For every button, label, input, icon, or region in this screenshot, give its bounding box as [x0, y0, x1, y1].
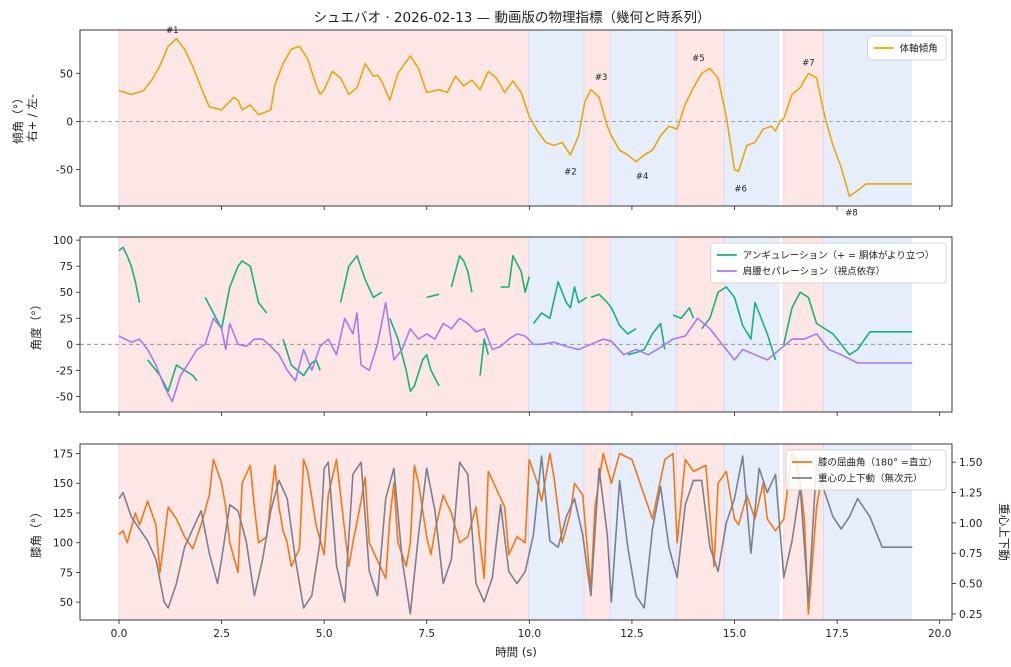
series-line-1: [389, 318, 440, 393]
panel-angles: -50 -25 0 25 50 75 100 角度（°） アンギュレーション（+ = 胴体がより…: [29, 235, 953, 416]
event-label: #3: [595, 73, 608, 83]
panel-tilt: #1 #2 #3 #4 #5 #6 #7 #8 -50 0 50 傾角（°） 右+ / 左- 体軸傾角: [11, 26, 953, 219]
series-line-1: [701, 286, 777, 361]
series-line-1: [479, 338, 490, 376]
series-line-1: [532, 280, 588, 324]
plot-frame: [79, 236, 953, 413]
y-right-tick-label: 1.50: [959, 457, 982, 469]
y-tick-label: 175: [53, 449, 73, 461]
series-line-2: [118, 455, 913, 615]
phase-band-red: [676, 30, 725, 206]
y-tick-label: 50: [60, 68, 73, 80]
series-line-2: [118, 301, 913, 403]
y-tick-label: -25: [56, 365, 73, 377]
x-tick-label: 0.0: [111, 628, 128, 640]
y-right-tick-label: 1.00: [959, 518, 982, 530]
y-axis-label: 膝角（°）: [29, 506, 43, 558]
phase-band-red: [583, 237, 611, 412]
y-tick-label: 125: [53, 508, 73, 520]
legend-label: 膝の屈曲角（180° =直立）: [818, 457, 937, 469]
series-line-1: [590, 293, 637, 335]
event-label: #2: [564, 167, 577, 177]
event-label: #7: [802, 59, 815, 69]
legend-label: 肩腰セパレーション（視点依存）: [743, 266, 885, 278]
phase-band-blue: [610, 237, 677, 412]
x-tick-label: 17.5: [825, 628, 848, 640]
phase-band-red: [118, 30, 529, 206]
y-axis-label: 傾角（°）: [11, 92, 25, 144]
series-line-1: [450, 255, 473, 293]
x-tick-label: 5.0: [316, 628, 333, 640]
series-line-1: [426, 293, 440, 299]
y-axis-label: 角度（°）: [29, 299, 43, 351]
y-right-tick-label: 0.50: [959, 579, 982, 591]
phase-band-blue: [528, 444, 584, 620]
y-tick-label: 50: [60, 597, 73, 609]
phase-band-blue: [724, 30, 780, 206]
legend-label: 重心の上下動（無次元）: [818, 473, 923, 485]
phase-band-red: [583, 30, 611, 206]
event-label: #1: [166, 26, 179, 36]
phase-band-blue: [528, 237, 584, 412]
y-right-tick-label: 1.25: [959, 488, 982, 500]
event-label: #4: [636, 172, 649, 182]
y-tick-label: -50: [56, 391, 73, 403]
phase-band-red: [583, 444, 611, 620]
series-line-1: [147, 359, 198, 393]
phase-band-blue: [528, 30, 584, 206]
plot-frame: [79, 443, 953, 621]
legend: 体軸傾角: [867, 35, 947, 61]
y-tick-label: 75: [60, 567, 73, 579]
event-label: #6: [734, 185, 747, 195]
y-tick-label: 0: [66, 339, 73, 351]
y-right-axis-label: 重心上下動: [997, 503, 1011, 561]
legend: アンギュレーション（+ = 胴体がより立つ） 肩腰セパレーション（視点依存）: [710, 242, 947, 284]
legend-label: 体軸傾角: [900, 43, 938, 55]
legend-box: [785, 449, 947, 491]
panel-knee-com: 0.0 2.5 5.0 7.5 10.0 12.5 15.0 17.5 20.0 50 75 100 1…: [29, 443, 1011, 640]
plot-frame: [79, 29, 953, 207]
x-axis-label: 時間 (s): [495, 645, 537, 659]
series-line-1: [118, 452, 830, 615]
y-right-tick-label: 0.75: [959, 548, 982, 560]
legend: 膝の屈曲角（180° =直立） 重心の上下動（無次元）: [785, 449, 947, 491]
y-right-tick-label: 0.25: [959, 609, 982, 621]
y-tick-label: 75: [60, 261, 73, 273]
series-line-1: [627, 322, 666, 356]
event-label: #8: [845, 209, 858, 219]
y-tick-label: 100: [53, 235, 73, 247]
x-tick-label: 10.0: [518, 628, 541, 640]
series-line-1: [118, 37, 913, 198]
y-tick-label: 150: [53, 478, 73, 490]
series-line-1: [783, 291, 913, 356]
series-line-1: [339, 255, 383, 303]
legend-label: アンギュレーション（+ = 胴体がより立つ）: [743, 250, 935, 262]
series-line-1: [204, 260, 268, 330]
legend-box: [710, 242, 947, 284]
series-line-1: [118, 246, 141, 303]
x-tick-label: 15.0: [723, 628, 746, 640]
phase-band-blue: [724, 444, 780, 620]
x-tick-label: 2.5: [213, 628, 230, 640]
y-tick-label: 25: [60, 313, 73, 325]
event-label: #5: [692, 54, 705, 64]
legend-box: [867, 35, 947, 61]
y-tick-label: 50: [60, 287, 73, 299]
phase-band-blue: [610, 30, 677, 206]
y-tick-label: -50: [56, 164, 73, 176]
y-tick-label: 100: [53, 538, 73, 550]
x-tick-label: 20.0: [928, 628, 951, 640]
figure-title: シュエバオ · 2026-02-13 — 動画版の物理指標（幾何と時系列）: [314, 10, 711, 26]
series-line-1: [500, 255, 531, 294]
y-tick-label: 0: [66, 116, 73, 128]
x-tick-label: 12.5: [620, 628, 643, 640]
series-line-1: [672, 306, 695, 320]
y-axis-label: 右+ / 左-: [25, 94, 39, 142]
phase-band-red: [783, 30, 824, 206]
series-line-1: [282, 338, 321, 377]
phase-band-red: [118, 237, 529, 412]
x-tick-label: 7.5: [418, 628, 435, 640]
phase-band-blue: [610, 444, 677, 620]
